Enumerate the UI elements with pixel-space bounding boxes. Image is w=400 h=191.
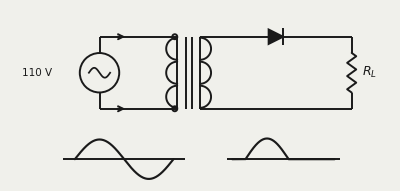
Polygon shape: [269, 30, 283, 44]
Text: $R_L$: $R_L$: [362, 65, 377, 80]
Text: 110 V: 110 V: [22, 68, 52, 78]
